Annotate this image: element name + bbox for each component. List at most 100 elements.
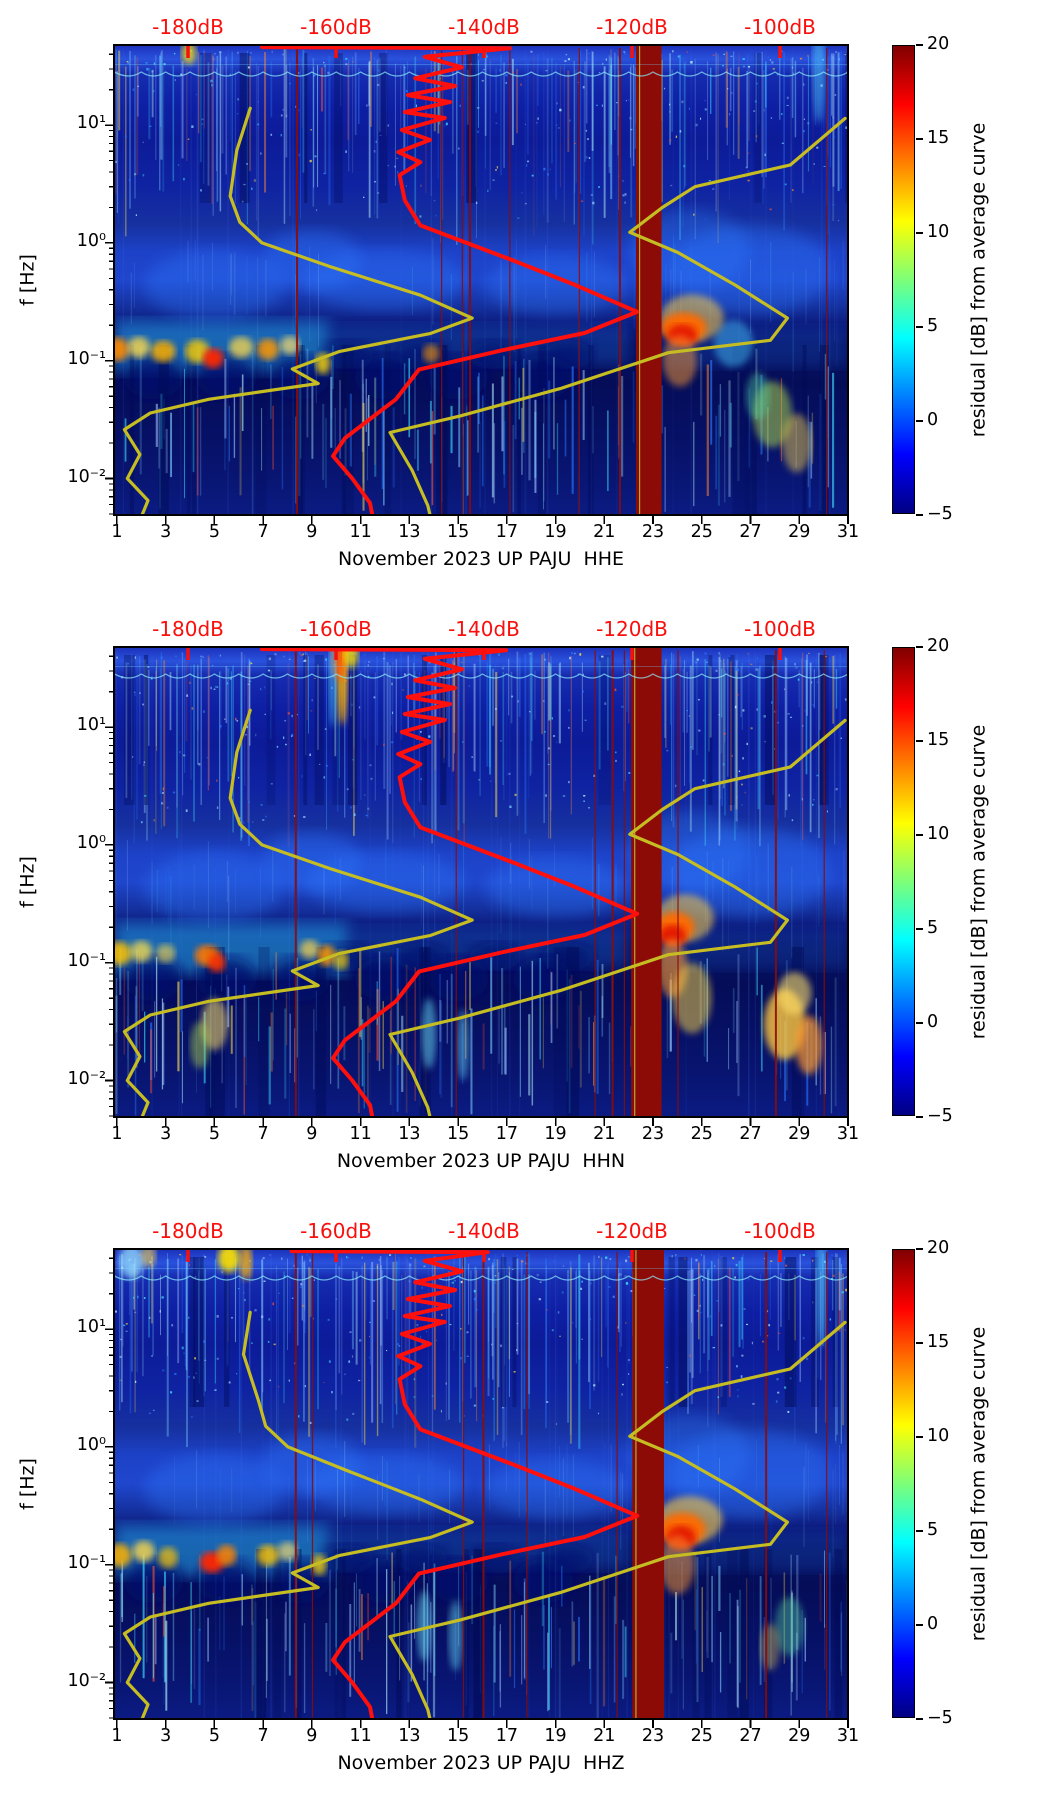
y-minor-tick: [109, 1333, 114, 1336]
colorbar: [892, 1249, 915, 1718]
x-tick: [847, 1117, 849, 1126]
x-tick-label: 7: [257, 522, 269, 542]
y-minor-tick: [109, 159, 114, 162]
colorbar-tick: [916, 1342, 923, 1344]
x-tick-label: 23: [641, 1124, 665, 1144]
y-minor-tick: [109, 670, 114, 672]
colorbar-tick: [916, 1116, 923, 1118]
y-minor-tick: [109, 68, 114, 70]
y-tick: [105, 844, 114, 846]
x-tick: [506, 515, 508, 524]
y-minor-tick: [109, 752, 114, 754]
colorbar-tick-label: 15: [927, 1332, 950, 1352]
x-tick-label: 25: [690, 522, 713, 542]
y-minor-tick: [109, 879, 114, 881]
hairline: [677, 650, 679, 1117]
x-tick: [116, 515, 118, 524]
hairline: [526, 1252, 528, 1719]
y-minor-tick: [109, 1257, 114, 1259]
y-minor-tick: [109, 1646, 114, 1648]
spectrogram-plot-hhe: [105, 44, 849, 524]
x-tick: [164, 1117, 167, 1126]
y-minor-tick: [109, 905, 114, 908]
x-tick: [457, 1117, 459, 1126]
y-tick-label: 10⁻²: [67, 1671, 106, 1691]
hairline: [461, 48, 463, 515]
y-minor-tick: [109, 371, 114, 373]
colorbar-tick-label: 5: [927, 316, 939, 336]
plot-border: [113, 44, 849, 516]
x-tick-label: 31: [836, 1726, 860, 1746]
top-axis-tick: [482, 1249, 486, 1262]
x-tick: [213, 1117, 216, 1126]
top-axis-tick: [334, 1249, 338, 1262]
hairline: [623, 650, 626, 1117]
y-tick: [105, 1079, 114, 1082]
x-tick: [749, 515, 752, 524]
y-minor-tick: [109, 1354, 114, 1356]
top-axis-tick-label: -140dB: [448, 1219, 520, 1243]
x-tick-label: 5: [208, 522, 220, 542]
y-minor-tick: [109, 773, 114, 775]
x-tick: [164, 515, 167, 524]
colorbar-label: residual [dB] from average curve: [967, 122, 990, 438]
hairline: [509, 48, 511, 515]
hairline: [618, 48, 621, 515]
spectrogram-plot-hhz: [105, 1248, 849, 1728]
colorbar-tick-label: 20: [927, 636, 950, 656]
y-minor-tick: [109, 788, 114, 790]
y-minor-tick: [109, 1599, 114, 1601]
x-tick: [311, 515, 313, 524]
x-tick-label: 13: [398, 1726, 421, 1746]
y-minor-tick: [109, 691, 114, 693]
x-tick: [116, 1117, 118, 1126]
y-minor-tick: [109, 1481, 114, 1483]
scallop-noise-line: [114, 1275, 848, 1281]
x-tick-label: 25: [690, 1124, 713, 1144]
x-axis-label: November 2023 UP PAJU HHZ: [337, 1752, 625, 1774]
hairline: [455, 650, 457, 1117]
hairline: [294, 1252, 297, 1719]
x-tick-label: 17: [495, 1726, 518, 1746]
x-tick-label: 13: [398, 1124, 421, 1144]
y-minor-tick: [109, 253, 114, 255]
y-minor-tick: [109, 186, 114, 188]
top-axis-tick: [630, 1249, 634, 1262]
scallop-noise-line: [114, 71, 848, 77]
y-minor-tick: [109, 386, 114, 388]
hairline: [294, 650, 297, 1117]
x-tick-label: 27: [739, 1726, 762, 1746]
top-axis-tick-label: -180dB: [152, 15, 224, 39]
x-tick: [603, 515, 606, 524]
colorbar-tick: [916, 1022, 923, 1024]
y-minor-tick: [109, 1700, 114, 1702]
colorbar-tick: [916, 740, 923, 742]
colorbar-tick-label: 0: [927, 1012, 939, 1032]
x-tick-label: 15: [446, 1124, 470, 1144]
x-tick: [116, 1719, 118, 1728]
y-minor-tick: [109, 1339, 114, 1342]
top-axis-tick-label: -100dB: [744, 1219, 816, 1243]
y-minor-tick: [109, 268, 114, 270]
plot-border: [113, 1248, 849, 1720]
x-tick-label: 21: [593, 1124, 616, 1144]
x-tick: [700, 1117, 703, 1126]
y-tick: [105, 242, 114, 244]
x-tick-label: 23: [641, 522, 665, 542]
x-tick: [652, 515, 654, 524]
hairline: [774, 650, 777, 1117]
y-minor-tick: [109, 1363, 114, 1366]
top-axis-tick: [630, 45, 634, 58]
y-tick: [105, 1563, 114, 1566]
y-minor-tick: [109, 870, 114, 872]
y-minor-tick: [109, 926, 114, 928]
y-minor-tick: [109, 855, 114, 857]
y-tick-label: 10⁻¹: [67, 951, 106, 971]
colorbar-tick: [916, 646, 923, 648]
y-axis-label: f [Hz]: [16, 1458, 39, 1510]
y-minor-tick: [109, 277, 114, 279]
x-tick-label: 1: [111, 1124, 123, 1144]
colorbar-tick-label: 5: [927, 1520, 939, 1540]
colorbar-tick-label: 15: [927, 128, 950, 148]
y-tick: [105, 477, 114, 480]
